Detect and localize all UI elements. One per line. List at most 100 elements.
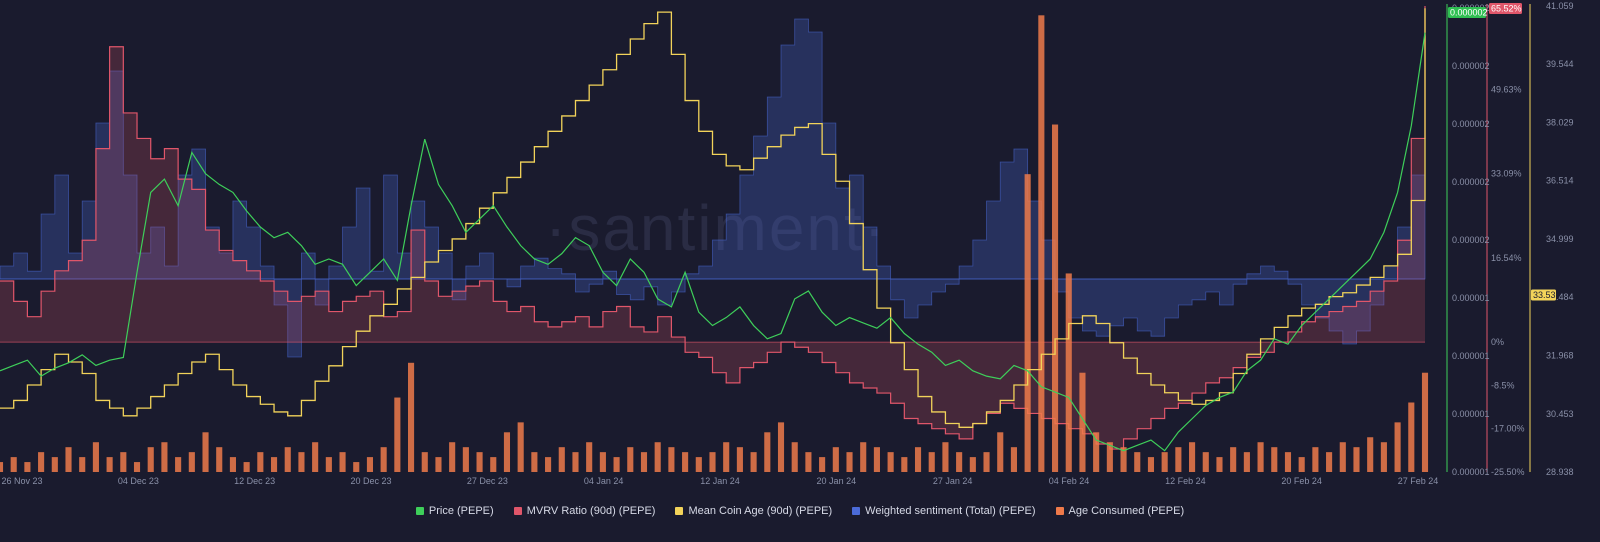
age-consumed-bar	[1038, 15, 1045, 472]
age-consumed-bar	[928, 452, 935, 472]
x-tick-label: 12 Feb 24	[1165, 476, 1206, 486]
age-consumed-bar	[1010, 447, 1017, 472]
age-consumed-bar	[777, 422, 785, 472]
age-consumed-bar	[312, 442, 319, 472]
age-consumed-bar	[65, 447, 72, 472]
price-tick-label: 0.000002	[1452, 235, 1490, 245]
age-consumed-bar	[79, 457, 86, 472]
legend-label: Age Consumed (PEPE)	[1068, 505, 1185, 517]
age-consumed-bar	[654, 442, 661, 472]
age-consumed-bar	[1216, 457, 1223, 472]
age-consumed-bar	[257, 452, 264, 472]
mean-coin-age-line	[0, 8, 1426, 428]
age-consumed-bar	[1051, 124, 1059, 472]
legend-item[interactable]: Mean Coin Age (90d) (PEPE)	[675, 505, 832, 517]
coin-age-tick-label: 41.059	[1546, 1, 1574, 11]
mvrv-tick-label: 0%	[1491, 337, 1504, 347]
legend-label: Mean Coin Age (90d) (PEPE)	[688, 505, 833, 517]
age-consumed-bar	[1353, 447, 1360, 472]
x-tick-label: 27 Jan 24	[933, 476, 973, 486]
age-consumed-bar	[764, 432, 771, 472]
legend-label: Price (PEPE)	[428, 505, 494, 517]
x-tick-label: 20 Feb 24	[1281, 476, 1322, 486]
age-consumed-bar	[24, 462, 31, 472]
age-consumed-bar	[216, 447, 223, 472]
age-consumed-bar	[1312, 447, 1319, 472]
price-current-badge: 0.000002	[1450, 8, 1488, 18]
age-consumed-bar	[969, 457, 976, 472]
age-consumed-bar	[1093, 432, 1100, 472]
age-consumed-bar	[1380, 442, 1387, 472]
age-consumed-bar	[627, 447, 634, 472]
coin-age-tick-label: 31.968	[1546, 351, 1574, 361]
age-consumed-bar	[503, 432, 511, 472]
mvrv-tick-label: 49.63%	[1491, 84, 1522, 94]
price-tick-label: 0.000002	[1452, 177, 1490, 187]
age-consumed-bar	[586, 442, 593, 472]
age-consumed-bar	[914, 447, 922, 472]
mvrv-tick-label: -25.50%	[1491, 467, 1525, 477]
age-consumed-bar	[106, 457, 113, 472]
x-tick-label: 26 Nov 23	[1, 476, 42, 486]
legend-item[interactable]: Age Consumed (PEPE)	[1055, 505, 1185, 517]
age-consumed-bar	[1339, 442, 1346, 472]
mean-coin-age-series	[0, 8, 1426, 428]
x-tick-label: 27 Dec 23	[467, 476, 508, 486]
age-consumed-bar	[805, 452, 812, 472]
coin-age-tick-label: 33.484	[1546, 292, 1574, 302]
sentiment-series	[0, 18, 1426, 358]
age-consumed-bar	[175, 457, 182, 472]
age-consumed-bar	[202, 432, 209, 472]
mvrv-tick-label: -17.00%	[1491, 424, 1525, 434]
age-consumed-bar	[449, 442, 456, 472]
legend: Price (PEPE) MVRV Ratio (90d) (PEPE) Mean …	[0, 500, 1600, 522]
legend-swatch-icon	[852, 507, 861, 515]
age-consumed-bar	[956, 452, 963, 472]
x-tick-label: 12 Dec 23	[234, 476, 275, 486]
age-consumed-bar	[750, 452, 757, 472]
legend-item[interactable]: Weighted sentiment (Total) (PEPE)	[852, 505, 1036, 517]
age-consumed-bar	[1134, 452, 1141, 472]
age-consumed-bar	[353, 462, 360, 472]
x-tick-label: 04 Dec 23	[118, 476, 159, 486]
age-consumed-bar	[572, 452, 579, 472]
price-tick-label: 0.000002	[1452, 119, 1490, 129]
age-consumed-bar	[1230, 447, 1237, 472]
age-consumed-bar	[531, 452, 538, 472]
age-consumed-bar	[120, 452, 127, 472]
age-consumed-bar	[613, 457, 620, 472]
coin-age-tick-label: 38.029	[1546, 117, 1574, 127]
age-consumed-bar	[819, 457, 826, 472]
age-consumed-bar	[298, 452, 305, 472]
age-consumed-bar	[147, 447, 154, 472]
price-tick-label: 0.000001	[1452, 409, 1490, 419]
age-consumed-bar	[887, 452, 894, 472]
age-consumed-bar	[558, 447, 565, 472]
price-line	[0, 32, 1426, 452]
mvrv-tick-label: -8.5%	[1491, 380, 1515, 390]
sentiment-area	[0, 18, 1426, 358]
age-consumed-bar	[709, 452, 716, 472]
age-consumed-bar	[1106, 442, 1113, 472]
age-consumed-bar	[161, 442, 168, 472]
age-consumed-bar	[545, 457, 552, 472]
age-consumed-bar	[736, 447, 743, 472]
x-tick-label: 12 Jan 24	[700, 476, 740, 486]
age-consumed-bar	[682, 452, 689, 472]
age-consumed-bar	[92, 442, 99, 472]
age-consumed-bar	[1243, 452, 1250, 472]
chart-canvas: ·santiment· 0.0000020.0000020.0000020.00…	[0, 1, 1574, 486]
age-consumed-bar	[1079, 372, 1086, 472]
price-current-badge-bg	[1448, 7, 1486, 18]
coin-age-tick-label: 36.514	[1546, 176, 1574, 186]
legend-item[interactable]: MVRV Ratio (90d) (PEPE)	[513, 505, 656, 517]
coin-age-current-badge: 33.53	[1533, 290, 1556, 300]
x-tick-label: 27 Feb 24	[1398, 476, 1439, 486]
legend-item[interactable]: Price (PEPE)	[415, 505, 494, 517]
legend-label: MVRV Ratio (90d) (PEPE)	[526, 505, 656, 517]
age-consumed-bar	[668, 447, 675, 472]
age-consumed-bar	[1120, 447, 1127, 472]
coin-age-tick-label: 34.999	[1546, 234, 1574, 244]
age-consumed-bar	[832, 447, 839, 472]
age-consumed-bar	[1298, 457, 1305, 472]
